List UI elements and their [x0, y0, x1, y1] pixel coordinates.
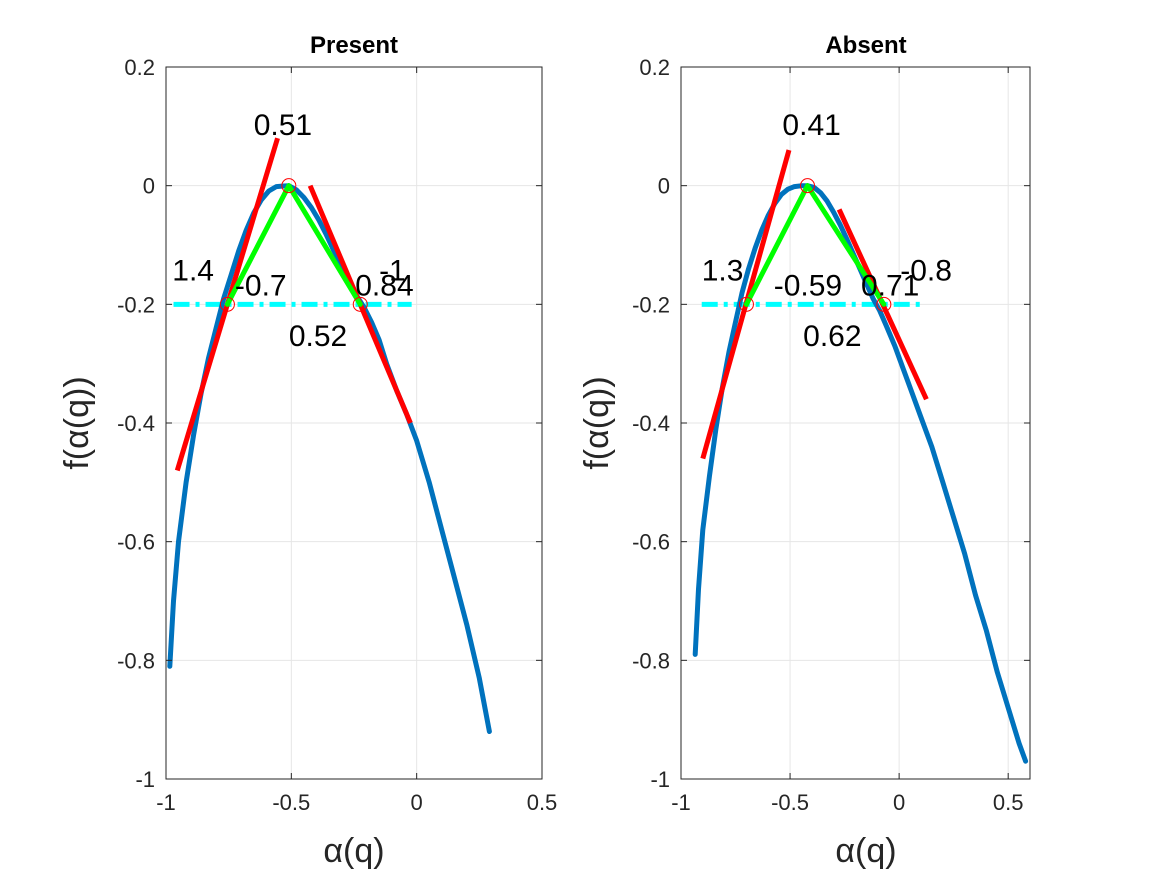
- data-marks: [167, 137, 492, 734]
- x-tick-label: -0.5: [272, 790, 310, 815]
- left-point-marker: [738, 296, 754, 312]
- x-tick-label: 0: [893, 790, 905, 815]
- annotation-label: 1.4: [172, 255, 214, 288]
- left-point-marker: [219, 296, 235, 312]
- y-tick-label: -0.2: [632, 292, 670, 317]
- triangle-right-edge: [286, 183, 363, 307]
- x-tick-label: -1: [671, 790, 691, 815]
- y-tick-label: -1: [650, 767, 670, 792]
- y-tick-label: -0.8: [117, 648, 155, 673]
- x-tick-label: 0.5: [527, 790, 558, 815]
- tick-labels: -1 -0.5 0 0.5 -1 -0.8 -0.6 -0.4 -0.2 0 0.2: [117, 55, 557, 815]
- right-point-marker: [876, 296, 892, 312]
- tick-labels: -1 -0.5 0 0.5 -1 -0.8 -0.6 -0.4 -0.2 0 0.2: [632, 55, 1023, 815]
- annotation-label: 0.41: [782, 109, 840, 142]
- y-tick-label: 0.2: [124, 55, 155, 80]
- chart-absent: -1 -0.5 0 0.5 -1 -0.8 -0.6 -0.4 -0.2 0 0.2 0.41 1.3…: [578, 32, 1031, 870]
- annotations: 0.51 1.4 -0.7 -10.840.52: [172, 109, 413, 353]
- right-point-marker: [352, 296, 368, 312]
- annotation-label: 0.62: [803, 320, 861, 353]
- data-marks: [692, 149, 1029, 764]
- y-tick-label: -0.6: [632, 530, 670, 555]
- y-tick-label: 0.2: [639, 55, 670, 80]
- annotations: 0.41 1.3 -0.59 0.71-0.8 0.62: [702, 109, 952, 353]
- annotation-label: 0.71: [861, 269, 919, 302]
- annotation-label: 1.3: [702, 255, 744, 288]
- annotation-label: 0.84: [355, 269, 413, 302]
- x-axis-label: α(q): [835, 832, 896, 870]
- y-axis-label: f(α(q)): [578, 376, 616, 469]
- triangle-left-edge: [224, 183, 292, 307]
- annotation-label: -1: [379, 255, 406, 288]
- y-tick-label: -0.8: [632, 648, 670, 673]
- x-tick-label: 0.5: [993, 790, 1024, 815]
- y-axis-label: f(α(q)): [58, 376, 96, 469]
- annotation-label: 0.51: [254, 109, 312, 142]
- y-tick-label: -0.4: [117, 411, 155, 436]
- tick-marks: [680, 66, 1030, 780]
- y-tick-label: 0: [143, 174, 155, 199]
- peak-marker: [800, 178, 816, 194]
- y-tick-label: -0.2: [117, 292, 155, 317]
- triangle-left-edge: [743, 183, 811, 307]
- chart-present: -1 -0.5 0 0.5 -1 -0.8 -0.6 -0.4 -0.2 0 0.2 0.51 1.4…: [58, 32, 557, 870]
- annotation-label: -0.7: [235, 269, 287, 302]
- peak-marker: [281, 178, 297, 194]
- x-tick-label: -1: [156, 790, 176, 815]
- spectrum-curve: [167, 183, 492, 734]
- x-tick-label: 0: [411, 790, 423, 815]
- tick-marks: [165, 66, 543, 780]
- chart-title: Absent: [825, 32, 906, 59]
- triangle-right-edge: [805, 183, 887, 307]
- y-tick-label: -0.6: [117, 530, 155, 555]
- y-tick-label: 0: [658, 174, 670, 199]
- spectrum-curve: [692, 183, 1029, 764]
- y-tick-label: -1: [135, 767, 155, 792]
- x-axis-label: α(q): [323, 832, 384, 870]
- annotation-label: -0.59: [774, 269, 842, 302]
- annotation-label: -0.8: [900, 255, 952, 288]
- chart-title: Present: [310, 32, 398, 59]
- y-tick-label: -0.4: [632, 411, 670, 436]
- annotation-label: 0.52: [289, 320, 347, 353]
- x-tick-label: -0.5: [771, 790, 809, 815]
